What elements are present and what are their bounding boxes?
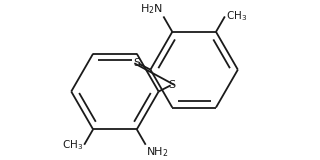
Text: H$_2$N: H$_2$N [140,2,164,16]
Text: CH$_3$: CH$_3$ [226,10,247,23]
Text: S: S [169,80,176,90]
Text: NH$_2$: NH$_2$ [146,145,169,159]
Text: S: S [133,58,140,68]
Text: CH$_3$: CH$_3$ [62,138,84,152]
